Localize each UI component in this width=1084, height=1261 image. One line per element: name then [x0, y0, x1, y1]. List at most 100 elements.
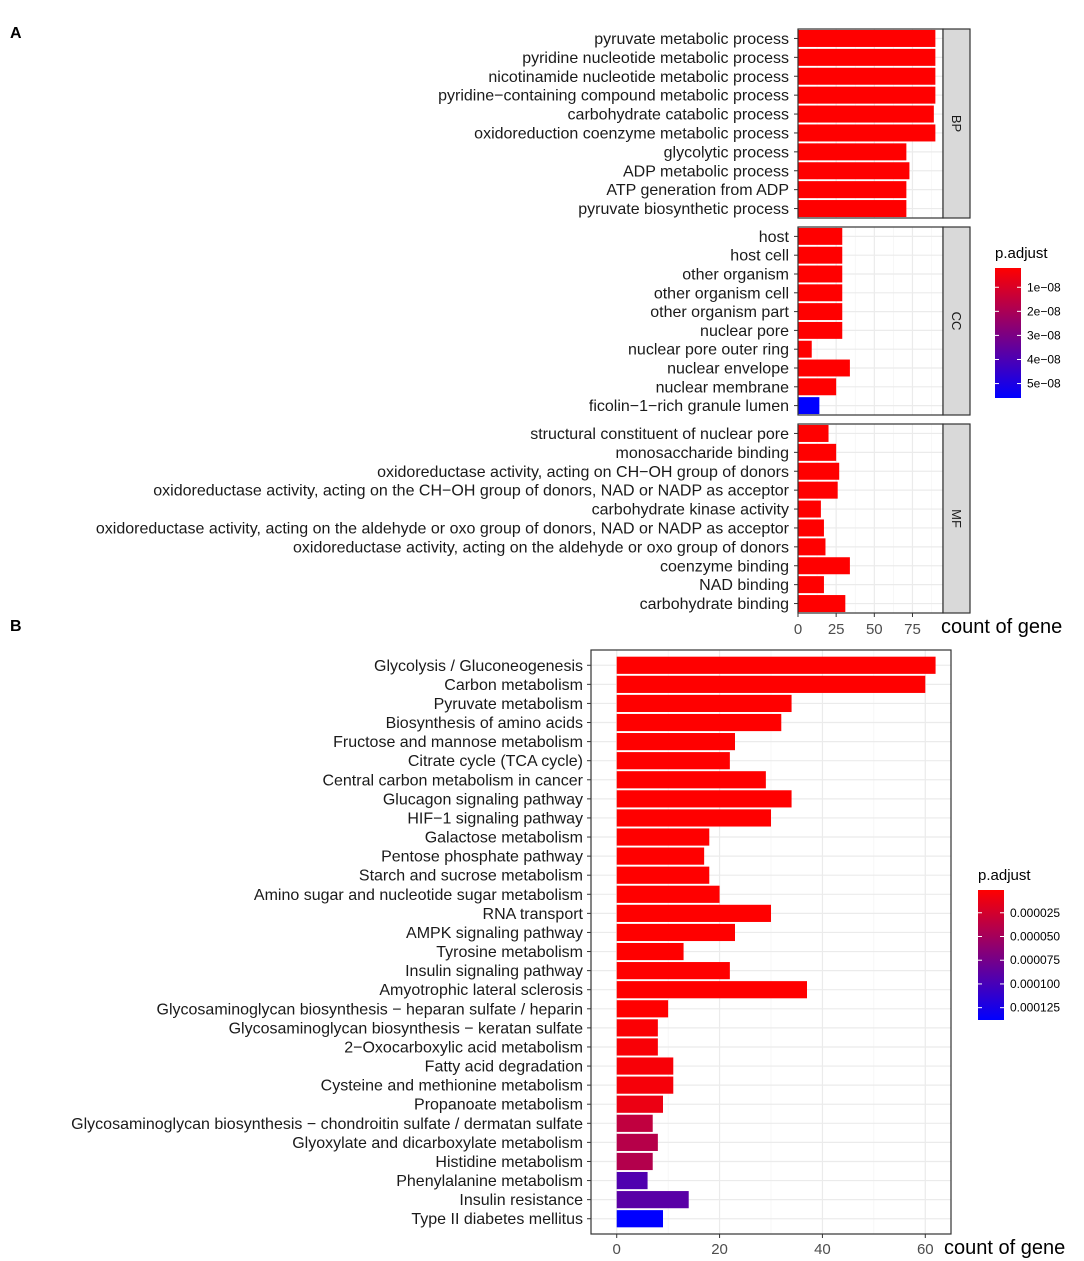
category-label: Central carbon metabolism in cancer — [322, 772, 583, 789]
category-label: Cysteine and methionine metabolism — [321, 1078, 583, 1095]
bar — [798, 67, 936, 85]
bar — [616, 656, 936, 674]
bar — [798, 303, 843, 321]
bar — [798, 424, 829, 442]
x-tick-label: 75 — [904, 621, 921, 638]
bar — [798, 321, 843, 339]
colorbar-tick-label: 4e−08 — [1027, 352, 1061, 366]
category-label: Propanoate metabolism — [414, 1097, 583, 1114]
bar — [798, 227, 843, 245]
bar — [798, 29, 936, 47]
category-label: carbohydrate catabolic process — [568, 107, 789, 124]
bar — [798, 124, 936, 142]
x-tick-label: 25 — [828, 621, 845, 638]
category-label: ADP metabolic process — [623, 163, 789, 180]
category-label: pyridine−containing compound metabolic p… — [438, 88, 789, 105]
category-label: carbohydrate binding — [640, 596, 789, 613]
legend-title: p.adjust — [978, 867, 1031, 884]
category-label: other organism — [682, 267, 789, 284]
colorbar — [978, 890, 1004, 1020]
category-label: Glucagon signaling pathway — [383, 791, 583, 808]
bar — [616, 733, 735, 751]
bar — [616, 1019, 658, 1037]
bar — [616, 1133, 658, 1151]
category-label: Galactose metabolism — [425, 830, 583, 847]
bar — [616, 771, 766, 789]
colorbar — [995, 268, 1021, 398]
category-label: pyruvate metabolic process — [594, 31, 789, 48]
category-label: nuclear envelope — [667, 361, 789, 378]
bar — [616, 828, 710, 846]
bar — [798, 284, 843, 302]
bar — [616, 1191, 689, 1209]
facet-strip — [942, 423, 971, 614]
category-label: Insulin resistance — [459, 1192, 583, 1209]
bar — [616, 790, 792, 808]
facet-strip-label: BP — [949, 115, 964, 132]
bar — [616, 1171, 648, 1190]
bar — [616, 981, 807, 999]
bar — [798, 143, 907, 161]
category-label: pyridine nucleotide metabolic process — [522, 50, 789, 67]
x-tick-label: 40 — [814, 1241, 831, 1258]
category-label: other organism part — [650, 304, 789, 321]
category-label: NAD binding — [699, 577, 789, 594]
legend-title: p.adjust — [995, 245, 1048, 262]
x-tick-label: 0 — [794, 621, 802, 638]
bar — [798, 105, 934, 123]
category-label: carbohydrate kinase activity — [592, 502, 789, 519]
category-label: Starch and sucrose metabolism — [359, 868, 583, 885]
x-axis-title: count of gene — [941, 616, 1062, 638]
bar — [616, 885, 720, 903]
category-label: ATP generation from ADP — [606, 182, 789, 199]
colorbar-tick-label: 0.000050 — [1010, 929, 1060, 943]
category-label: Glyoxylate and dicarboxylate metabolism — [292, 1135, 583, 1152]
category-label: Amyotrophic lateral sclerosis — [379, 982, 583, 999]
bar — [798, 162, 910, 180]
bar — [798, 557, 850, 575]
bar — [616, 1000, 669, 1018]
bar — [616, 1152, 653, 1171]
bar — [798, 378, 837, 396]
bar — [798, 462, 840, 480]
bar — [798, 246, 843, 264]
bar — [616, 866, 710, 884]
category-label: AMPK signaling pathway — [406, 925, 583, 942]
bar — [798, 340, 812, 358]
category-label: Insulin signaling pathway — [405, 963, 583, 980]
bar — [798, 443, 837, 461]
category-label: oxidoreductase activity, acting on the a… — [293, 539, 789, 556]
category-label: Carbon metabolism — [444, 677, 583, 694]
colorbar-legend: p.adjust 1e−08 2e−08 3e−08 4e−08 5e−08 — [995, 245, 1061, 398]
facet-strip-label: CC — [949, 312, 964, 331]
x-tick-label: 60 — [917, 1241, 934, 1258]
colorbar-tick-label: 0.000075 — [1010, 953, 1060, 967]
kegg-panel: Glycolysis / Gluconeogenesis Carbon metab… — [71, 649, 952, 1235]
category-label: RNA transport — [483, 906, 584, 923]
category-label: glycolytic process — [664, 144, 789, 161]
panel-label-a: A — [10, 25, 22, 42]
bar — [616, 713, 782, 732]
bar — [616, 809, 771, 827]
facet-bp: pyruvate metabolic process pyridine nucle… — [438, 28, 971, 219]
category-label: Glycosaminoglycan biosynthesis − heparan… — [157, 1001, 583, 1018]
category-label: coenzyme binding — [660, 558, 789, 575]
bar — [616, 752, 730, 770]
category-label: nicotinamide nucleotide metabolic proces… — [488, 69, 789, 86]
category-label: Fructose and mannose metabolism — [333, 734, 583, 751]
bar — [616, 962, 730, 980]
category-label: host — [759, 229, 790, 246]
facet-mf: structural constituent of nuclear pore mo… — [96, 423, 971, 614]
bar — [798, 48, 936, 66]
colorbar-tick-label: 0.000125 — [1010, 1001, 1060, 1015]
bar — [616, 1038, 658, 1056]
x-axis-title: count of gene — [944, 1237, 1065, 1259]
bar — [798, 265, 843, 283]
category-label: other organism cell — [654, 285, 789, 302]
bar — [616, 923, 735, 942]
x-tick-label: 0 — [613, 1241, 621, 1258]
category-label: structural constituent of nuclear pore — [530, 426, 789, 443]
colorbar-tick-label: 3e−08 — [1027, 328, 1061, 342]
category-label: Pentose phosphate pathway — [381, 849, 583, 866]
